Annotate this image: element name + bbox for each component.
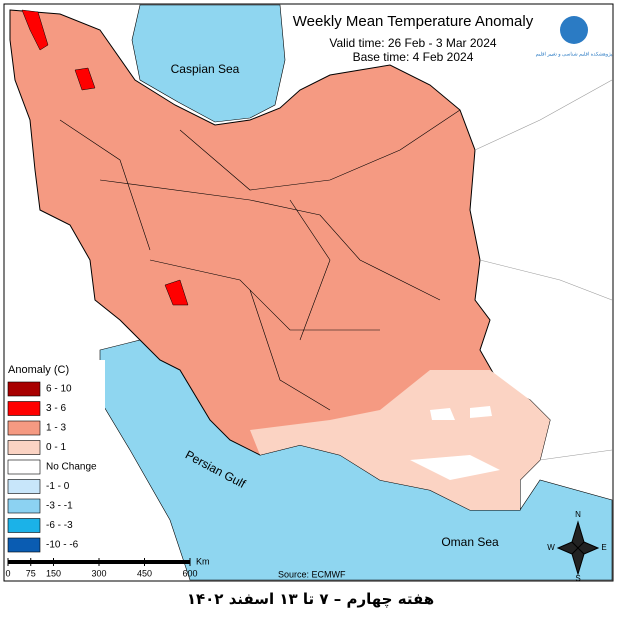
compass: N S E W <box>547 510 606 583</box>
legend-swatch <box>7 498 41 514</box>
legend-label: -10 - -6 <box>46 540 79 551</box>
legend-label: 0 - 1 <box>46 442 66 453</box>
legend-label: 1 - 3 <box>46 423 66 434</box>
legend-swatch <box>7 440 41 455</box>
legend-label: -3 - -1 <box>46 501 73 512</box>
scale-label: 150 <box>46 568 61 578</box>
neighbor-borders <box>474 79 613 461</box>
legend-swatch <box>7 420 41 436</box>
legend-label: -1 - 0 <box>46 481 70 492</box>
legend-swatch <box>7 479 41 494</box>
base-time: Base time: 4 Feb 2024 <box>353 50 474 64</box>
scale-label: 600 <box>182 568 197 578</box>
compass-s: S <box>575 574 580 583</box>
water-label: Caspian Sea <box>171 62 240 76</box>
legend-label: 6 - 10 <box>46 384 72 395</box>
compass-w: W <box>547 543 555 552</box>
legend-swatch <box>7 459 41 475</box>
title: Weekly Mean Temperature Anomaly <box>293 13 534 30</box>
map: Weekly Mean Temperature Anomaly Valid ti… <box>3 3 614 583</box>
legend-title: Anomaly (C) <box>8 364 69 376</box>
legend-swatch <box>7 381 41 397</box>
compass-n: N <box>575 510 581 519</box>
valid-time: Valid time: 26 Feb - 3 Mar 2024 <box>329 36 497 50</box>
logo <box>560 16 588 44</box>
scale-unit: Km <box>196 556 210 566</box>
compass-e: E <box>601 543 606 552</box>
legend-label: No Change <box>46 462 97 473</box>
legend-swatch <box>7 401 41 416</box>
scale-label: 75 <box>26 568 36 578</box>
footer: هفته چهارم – ۷ تا ۱۳ اسفند ۱۴۰۲ <box>186 590 435 608</box>
hot-spots <box>21 9 189 306</box>
scale-label: 0 <box>5 568 10 578</box>
legend-swatch <box>7 518 41 533</box>
legend-label: 3 - 6 <box>46 403 66 414</box>
legend-swatch <box>7 537 41 553</box>
no-change-patches <box>410 406 500 480</box>
compass-star <box>556 520 600 576</box>
caspian-sea <box>131 4 286 123</box>
scale-label: 450 <box>137 568 152 578</box>
water-label: Oman Sea <box>441 535 499 549</box>
logo-text: پژوهشکده اقلیم شناسی و تغییر اقلیم <box>536 51 613 57</box>
legend-label: -6 - -3 <box>46 520 73 531</box>
source: Source: ECMWF <box>278 569 346 579</box>
scale-label: 300 <box>91 568 106 578</box>
province-borders <box>59 109 461 411</box>
